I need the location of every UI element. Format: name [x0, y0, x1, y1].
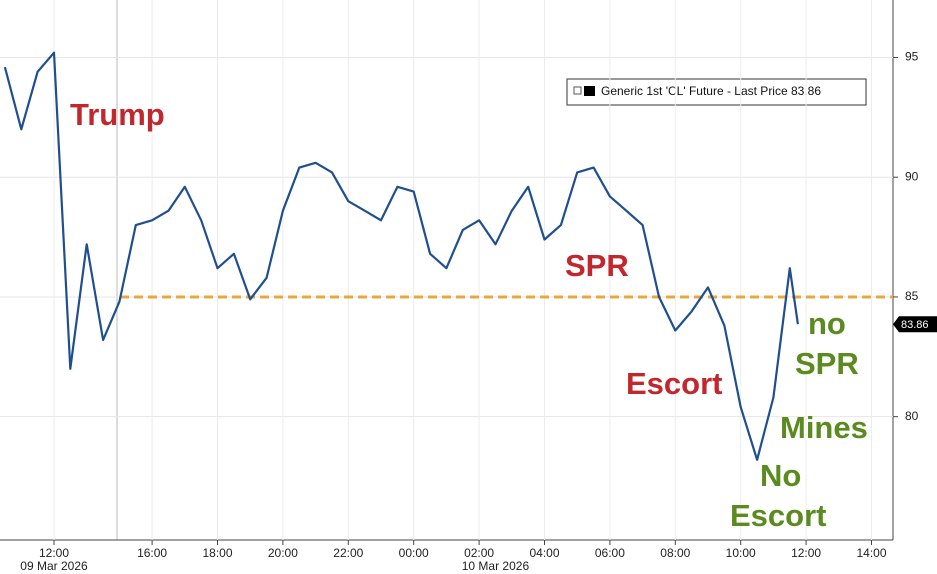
legend-checkbox	[573, 86, 582, 95]
x-tick-label: 06:00	[595, 546, 625, 560]
last-price-label: 83.86	[901, 319, 929, 331]
y-tick-label: 85	[905, 289, 919, 303]
last-price-box	[893, 316, 937, 333]
annotation: SPR	[795, 346, 859, 381]
x-tick-label: 22:00	[333, 546, 363, 560]
x-tick-label: 20:00	[268, 546, 298, 560]
x-tick-label: 14:00	[856, 546, 886, 560]
x-tick-label: 18:00	[202, 546, 232, 560]
legend-label: Generic 1st 'CL' Future - Last Price 83.…	[601, 84, 821, 98]
x-tick-label: 16:00	[137, 546, 167, 560]
date-label: 09 Mar 2026	[20, 559, 88, 573]
y-tick-label: 80	[905, 409, 919, 423]
x-tick-label: 04:00	[529, 546, 559, 560]
x-tick-label: 02:00	[464, 546, 494, 560]
legend-swatch	[584, 86, 595, 96]
last-price-tag: 83.86	[893, 316, 937, 333]
annotation: Mines	[780, 410, 868, 445]
annotation: Trump	[70, 97, 165, 132]
x-tick-label: 08:00	[660, 546, 690, 560]
annotation: No	[760, 458, 801, 493]
annotation: Escort	[626, 366, 722, 401]
x-tick-label: 10:00	[726, 546, 756, 560]
y-tick-label: 90	[905, 169, 919, 183]
y-tick-label: 95	[905, 50, 919, 64]
legend: Generic 1st 'CL' Future - Last Price 83.…	[566, 78, 867, 106]
price-line	[3, 51, 799, 461]
legend-box	[566, 78, 867, 106]
annotation: Escort	[730, 498, 826, 533]
x-tick-label: 00:00	[399, 546, 429, 560]
x-tick-label: 12:00	[791, 546, 821, 560]
annotation: SPR	[565, 248, 629, 283]
x-tick-label: 12:00	[39, 546, 69, 560]
date-label: 10 Mar 2026	[462, 559, 530, 573]
annotation: no	[808, 306, 846, 341]
